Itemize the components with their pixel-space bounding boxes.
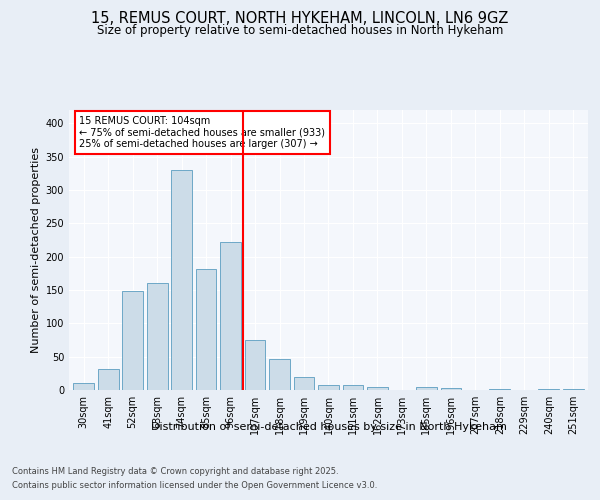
Bar [269, 360, 290, 390]
Bar [196, 268, 217, 390]
Text: Contains public sector information licensed under the Open Government Licence v3: Contains public sector information licen… [12, 481, 377, 490]
Bar [416, 388, 437, 390]
Bar [367, 386, 388, 390]
Bar [147, 284, 167, 390]
Bar [440, 388, 461, 390]
Bar [245, 340, 265, 390]
Text: Size of property relative to semi-detached houses in North Hykeham: Size of property relative to semi-detach… [97, 24, 503, 37]
Bar [220, 242, 241, 390]
Bar [73, 384, 94, 390]
Text: Contains HM Land Registry data © Crown copyright and database right 2025.: Contains HM Land Registry data © Crown c… [12, 467, 338, 476]
Bar [171, 170, 192, 390]
Text: 15 REMUS COURT: 104sqm
← 75% of semi-detached houses are smaller (933)
25% of se: 15 REMUS COURT: 104sqm ← 75% of semi-det… [79, 116, 325, 149]
Text: Distribution of semi-detached houses by size in North Hykeham: Distribution of semi-detached houses by … [151, 422, 507, 432]
Bar [318, 384, 339, 390]
Bar [98, 370, 119, 390]
Text: 15, REMUS COURT, NORTH HYKEHAM, LINCOLN, LN6 9GZ: 15, REMUS COURT, NORTH HYKEHAM, LINCOLN,… [91, 11, 509, 26]
Bar [293, 378, 314, 390]
Bar [122, 292, 143, 390]
Bar [343, 386, 364, 390]
Y-axis label: Number of semi-detached properties: Number of semi-detached properties [31, 147, 41, 353]
